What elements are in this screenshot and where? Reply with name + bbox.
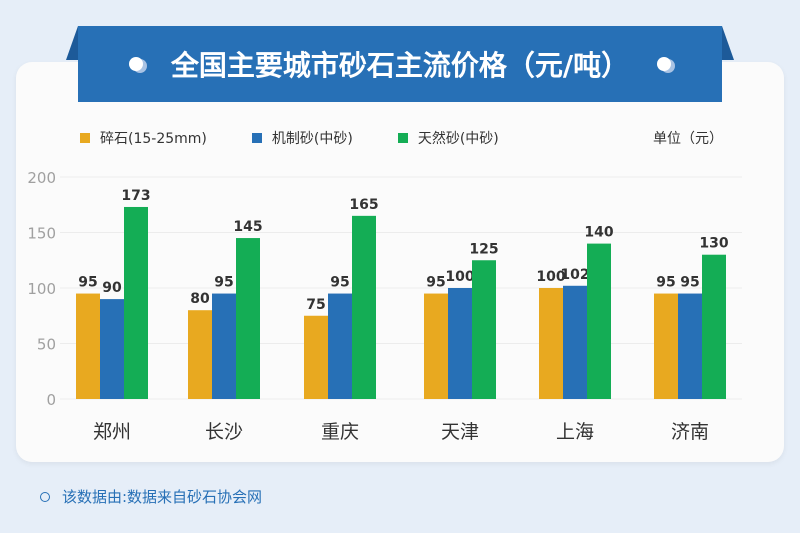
legend-item: 天然砂(中砂) (397, 128, 499, 148)
bar (424, 293, 448, 399)
unit-label: 单位（元） (653, 131, 723, 147)
dot-icon (657, 57, 672, 71)
data-label: 165 (349, 197, 378, 213)
bar (76, 293, 100, 399)
banner-flap-right (722, 26, 734, 60)
x-tick-label: 郑州 (93, 421, 131, 443)
data-label: 130 (699, 236, 728, 252)
bar (328, 293, 352, 399)
circle-bullet-icon (40, 491, 50, 502)
x-tick-label: 重庆 (321, 421, 359, 443)
x-tick-label: 长沙 (205, 421, 243, 443)
footer-note: 该数据由:数据来自砂石协会网 (40, 486, 262, 507)
x-tick-label: 天津 (441, 421, 479, 443)
x-tick-label: 上海 (556, 421, 594, 443)
banner-flap-left (66, 26, 78, 60)
data-label: 80 (190, 291, 210, 307)
legend-label: 天然砂(中砂) (417, 131, 499, 147)
data-label: 100 (445, 269, 474, 285)
data-label: 173 (121, 188, 150, 204)
y-tick-label: 50 (37, 336, 56, 354)
legend-swatch (80, 133, 90, 143)
bar (212, 293, 236, 399)
data-label: 95 (214, 275, 233, 291)
legend-label: 碎石(15-25mm) (100, 131, 207, 147)
bar (448, 288, 472, 399)
bar (678, 293, 702, 399)
legend-swatch (397, 133, 408, 143)
y-tick-label: 100 (27, 280, 56, 298)
x-tick-label: 济南 (671, 421, 709, 443)
chart-title: 全国主要城市砂石主流价格（元/吨） (170, 49, 630, 82)
bar (702, 254, 726, 399)
data-label: 75 (306, 297, 325, 313)
dot-icon (128, 57, 143, 71)
legend-item: 碎石(15-25mm) (80, 128, 207, 148)
bar (472, 260, 496, 399)
data-label: 140 (584, 225, 613, 241)
data-label: 95 (656, 275, 675, 291)
bar (304, 315, 328, 399)
bar (236, 238, 260, 399)
bar (587, 243, 611, 399)
data-label: 125 (469, 241, 498, 257)
data-label: 95 (78, 275, 97, 291)
bar (100, 299, 124, 399)
data-label: 100 (536, 269, 565, 285)
bar (188, 310, 212, 399)
legend-label: 机制砂(中砂) (271, 131, 353, 147)
data-label: 95 (330, 275, 349, 291)
bar (539, 288, 563, 399)
footer-text: 该数据由:数据来自砂石协会网 (62, 488, 263, 506)
data-label: 102 (560, 267, 589, 283)
bar (563, 285, 587, 399)
data-label: 95 (680, 275, 699, 291)
legend-swatch (251, 133, 262, 143)
title-banner: 全国主要城市砂石主流价格（元/吨） (78, 26, 722, 102)
legend: 碎石(15-25mm) 机制砂(中砂) 天然砂(中砂) (80, 128, 544, 148)
bar (352, 215, 376, 399)
data-label: 90 (102, 280, 122, 296)
y-tick-label: 200 (27, 169, 56, 187)
data-label: 95 (426, 275, 445, 291)
data-label: 145 (233, 219, 262, 235)
y-tick-label: 150 (27, 225, 56, 243)
bar (654, 293, 678, 399)
y-tick-label: 0 (46, 391, 56, 409)
bar (124, 206, 148, 399)
legend-item: 机制砂(中砂) (251, 128, 353, 148)
